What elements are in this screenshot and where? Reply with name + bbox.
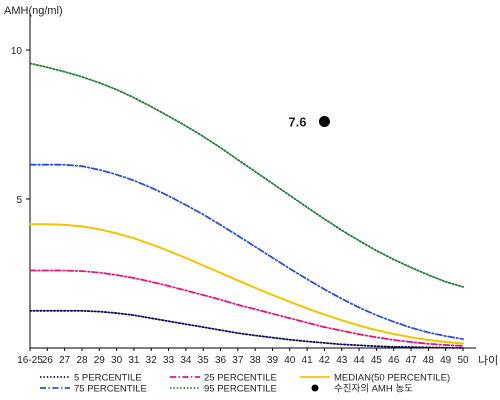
x-tick-label: 30 — [111, 355, 123, 366]
x-tick-label: 29 — [94, 355, 106, 366]
patient-amh-point — [318, 116, 330, 128]
series-line-75-percentile — [29, 163, 464, 341]
x-tick-label: 39 — [267, 355, 279, 366]
x-tick-label: 44 — [354, 355, 366, 366]
legend-label-75-percentile: 75 PERCENTILE — [74, 384, 147, 395]
series-line-95-percentile — [29, 62, 464, 288]
x-tick-label: 43 — [336, 355, 348, 366]
x-axis-title: 나이 — [478, 354, 498, 367]
series-line-median-50-percentile — [29, 223, 464, 345]
x-tick-label: 45 — [371, 355, 383, 366]
x-tick-label: 46 — [388, 355, 400, 366]
x-tick-label: 36 — [215, 355, 227, 366]
x-tick-label: 40 — [284, 355, 296, 366]
x-tick-label: 49 — [440, 355, 452, 366]
x-tick-label: 33 — [163, 355, 175, 366]
x-tick-label: 32 — [146, 355, 158, 366]
x-tick-label: 38 — [250, 355, 262, 366]
x-tick-label: 27 — [59, 355, 71, 366]
legend-label-amh: 수진자의 AMH 농도 — [334, 384, 413, 395]
y-tick-label: 5 — [16, 195, 22, 206]
legend-label-25-percentile: 25 PERCENTILE — [204, 373, 277, 384]
x-tick-label: 47 — [405, 355, 417, 366]
x-tick-label: 34 — [180, 355, 192, 366]
x-tick-label: 42 — [319, 355, 331, 366]
x-tick-label: 28 — [76, 355, 88, 366]
legend-marker-amh — [311, 384, 319, 392]
series-line-25-percentile — [29, 269, 464, 347]
x-tick-label: 31 — [128, 355, 140, 366]
series-line-5-percentile — [29, 309, 464, 349]
y-axis-title: AMH(ng/ml) — [4, 5, 63, 17]
patient-point-layer: 7.6 — [288, 115, 330, 130]
x-tick-label: 41 — [302, 355, 314, 366]
series-lines — [29, 62, 464, 349]
y-ticks: 5 10 — [11, 46, 30, 206]
x-tick-label: 48 — [423, 355, 435, 366]
legend-label-5-percentile: 5 PERCENTILE — [74, 373, 142, 384]
x-tick-label: 37 — [232, 355, 244, 366]
legend-label-median-50-percentile: MEDIAN(50 PERCENTILE) — [334, 373, 450, 384]
y-tick-label: 10 — [11, 46, 23, 57]
legend: 5 PERCENTILE 25 PERCENTILE MEDIAN(50 PERCE… — [40, 373, 450, 395]
patient-amh-value-label: 7.6 — [288, 115, 306, 130]
legend-label-95-percentile: 95 PERCENTILE — [204, 384, 277, 395]
x-tick-label: 26 — [42, 355, 54, 366]
x-tick-label: 50 — [457, 355, 469, 366]
x-tick-label: 35 — [198, 355, 210, 366]
x-tick-label: 16-25 — [17, 355, 43, 366]
